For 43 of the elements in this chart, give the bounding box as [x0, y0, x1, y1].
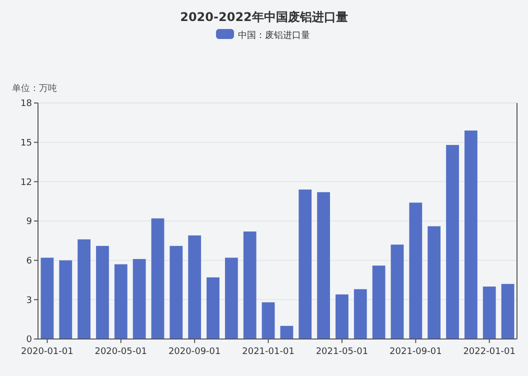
bar	[280, 326, 294, 339]
y-tick-label: 3	[26, 296, 32, 306]
y-tick-label: 0	[26, 335, 32, 346]
x-tick-label: 2021-05-01	[316, 347, 368, 357]
x-tick-label: 2021-09-01	[390, 347, 442, 357]
y-tick-label: 15	[20, 138, 32, 148]
bar	[336, 294, 348, 339]
y-axis-title: 单位：万吨	[12, 83, 57, 94]
bar	[114, 264, 128, 339]
bar	[372, 266, 386, 339]
bar	[298, 190, 312, 339]
bar	[78, 239, 91, 339]
bar	[446, 144, 459, 339]
bar	[59, 260, 72, 339]
x-tick-label: 2022-01-01	[463, 347, 516, 357]
x-tick-label: 2020-05-01	[94, 347, 148, 357]
y-tick-label: 9	[26, 217, 32, 228]
bar	[243, 231, 256, 339]
bar	[188, 235, 202, 339]
bar	[354, 289, 367, 339]
bar	[40, 258, 54, 339]
bar	[317, 192, 330, 339]
bar	[132, 259, 146, 339]
bar	[96, 246, 109, 339]
bar	[170, 246, 183, 339]
bar	[409, 202, 422, 339]
y-tick-label: 18	[20, 99, 32, 110]
bar	[390, 244, 404, 339]
bar	[464, 130, 478, 339]
bar	[151, 218, 164, 339]
y-tick-label: 6	[26, 256, 32, 266]
bar	[501, 284, 514, 339]
legend-label: 中国：废铝进口量	[238, 30, 310, 41]
x-tick-label: 2020-01-01	[21, 347, 74, 357]
x-tick-label: 2021-01-01	[242, 347, 294, 357]
bar	[482, 286, 496, 339]
bar	[428, 226, 441, 339]
bar	[262, 302, 275, 339]
chart-title: 2020-2022年中国废铝进口量	[180, 10, 348, 24]
y-tick-label: 12	[20, 178, 32, 188]
x-tick-label: 2020-09-01	[168, 347, 221, 357]
bar	[206, 277, 220, 339]
bar	[224, 258, 238, 339]
